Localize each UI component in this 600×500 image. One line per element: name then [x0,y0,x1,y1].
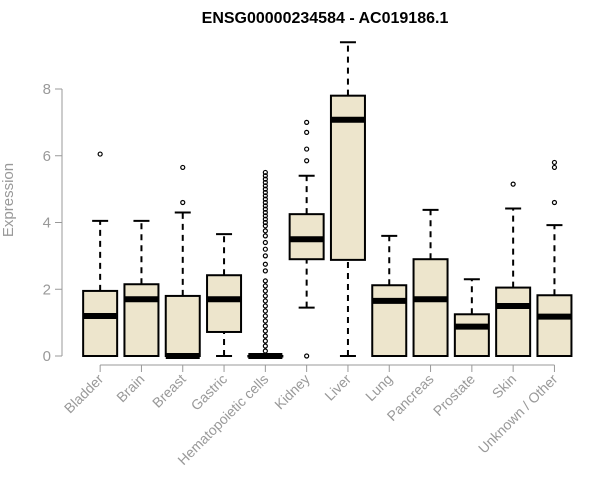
y-tick-label: 6 [43,148,51,165]
box-liver [329,41,366,357]
outlier-point [262,308,268,314]
outlier-point [262,303,268,309]
outlier-point [262,239,268,246]
outlier-point [262,261,268,267]
box-kidney [288,119,325,359]
outlier-point [180,199,186,206]
box-body [495,286,532,357]
box-breast [164,164,201,359]
x-tick-label: Liver [321,371,354,404]
box-body [412,258,449,357]
outlier-point [262,183,268,189]
x-tick-label: Brain [113,371,147,405]
outlier-point [262,333,268,339]
outlier-point [97,151,103,157]
x-tick-label: Prostate [430,371,478,419]
outlier-point [262,318,268,324]
box-body [123,283,160,357]
box-lung [371,234,408,357]
outlier-point [262,213,268,219]
outlier-point [262,246,268,252]
outlier-point [180,164,186,171]
outlier-point [510,181,516,187]
box-brain [123,219,160,357]
outlier-point [262,323,268,329]
outlier-point [262,293,268,299]
outlier-point [262,219,268,226]
box-body [536,294,573,358]
box-body [206,274,243,333]
outlier-point [262,173,268,179]
outlier-point [304,158,310,164]
outlier-point [262,216,268,222]
box-pancreas [412,208,449,357]
outlier-point [262,283,268,289]
outlier-point [262,196,268,202]
y-tick-label: 4 [43,215,51,232]
outlier-point [551,199,558,206]
outlier-point [262,233,268,239]
outlier-point [304,129,310,135]
outlier-point [551,159,558,166]
y-tick-label: 0 [43,348,51,365]
outlier-point [262,169,268,176]
outlier-point [262,209,268,216]
outlier-point [262,298,268,304]
outlier-point [262,176,268,182]
outlier-point [262,199,268,206]
chart-title: ENSG00000234584 - AC019186.1 [202,10,449,27]
box-prostate [453,278,490,357]
outlier-point [262,228,268,234]
box-body [329,94,366,261]
x-tick-label: Breast [149,371,189,411]
box-hematopoietic-cells [247,169,284,359]
box-series [82,41,573,359]
outlier-point [262,223,268,229]
x-tick-label: Kidney [271,371,313,413]
outlier-point [262,313,268,319]
y-axis-label: Expression [0,163,17,237]
y-tick-label: 8 [43,81,51,98]
outlier-point [262,348,268,354]
outlier-point [304,146,310,152]
box-body [453,313,490,357]
box-unknown-other [536,159,573,358]
outlier-point [262,288,268,294]
box-body [371,284,408,357]
outlier-point [262,186,268,192]
x-tick-label: Bladder [61,371,107,417]
outlier-point [551,164,558,171]
box-bladder [82,151,119,358]
box-body [164,294,201,357]
box-skin [495,181,532,357]
outlier-point [262,179,268,186]
outlier-point [262,343,268,349]
outlier-point [262,278,268,284]
outlier-point [262,203,268,209]
y-tick-label: 2 [43,281,51,298]
outlier-point [262,193,268,199]
outlier-point [262,268,268,274]
x-tick-label: Skin [489,371,520,402]
outlier-point [304,119,310,125]
outlier-point [262,328,268,334]
y-axis: 0 2 4 6 8 [43,81,63,365]
box-gastric [206,233,243,357]
outlier-point [262,189,268,196]
outlier-point [262,338,268,344]
x-tick-label: Lung [362,371,395,404]
outlier-point [262,206,268,212]
outlier-point [262,253,268,259]
box-body [82,289,119,358]
outlier-point [304,353,310,359]
